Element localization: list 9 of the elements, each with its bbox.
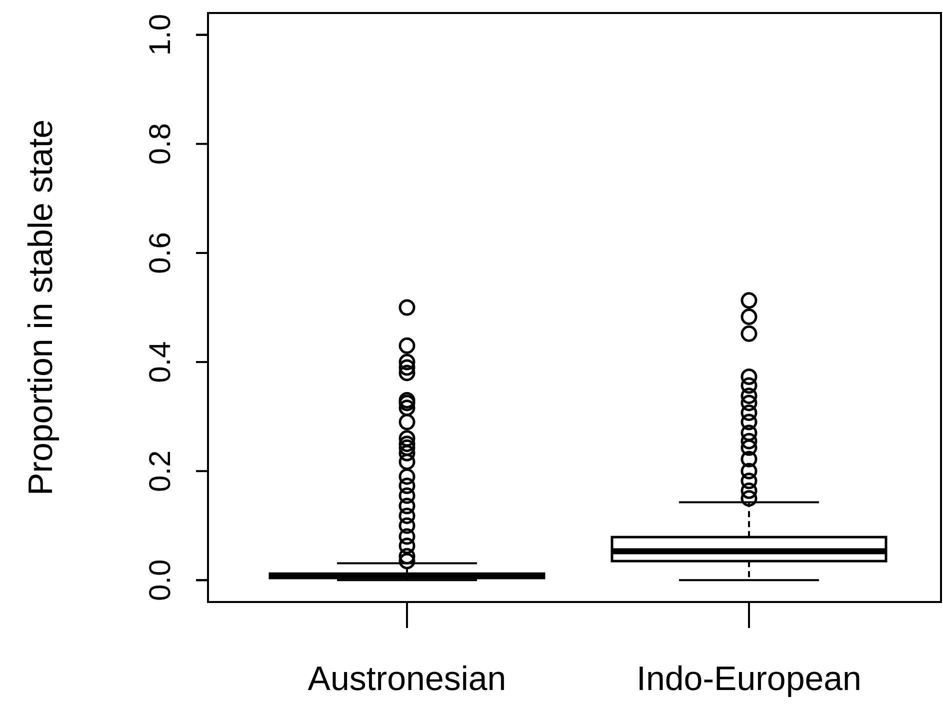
y-axis-title: Proportion in stable state (22, 119, 60, 496)
y-tick-label: 0.8 (144, 123, 177, 165)
y-tick-label: 0.6 (144, 232, 177, 274)
y-tick-label: 1.0 (144, 14, 177, 56)
y-tick-label: 0.0 (144, 559, 177, 602)
x-tick-label: Austronesian (308, 660, 506, 698)
y-tick-label: 0.4 (144, 341, 177, 383)
x-tick-label: Indo-European (636, 660, 862, 698)
y-tick-label: 0.2 (144, 450, 177, 492)
